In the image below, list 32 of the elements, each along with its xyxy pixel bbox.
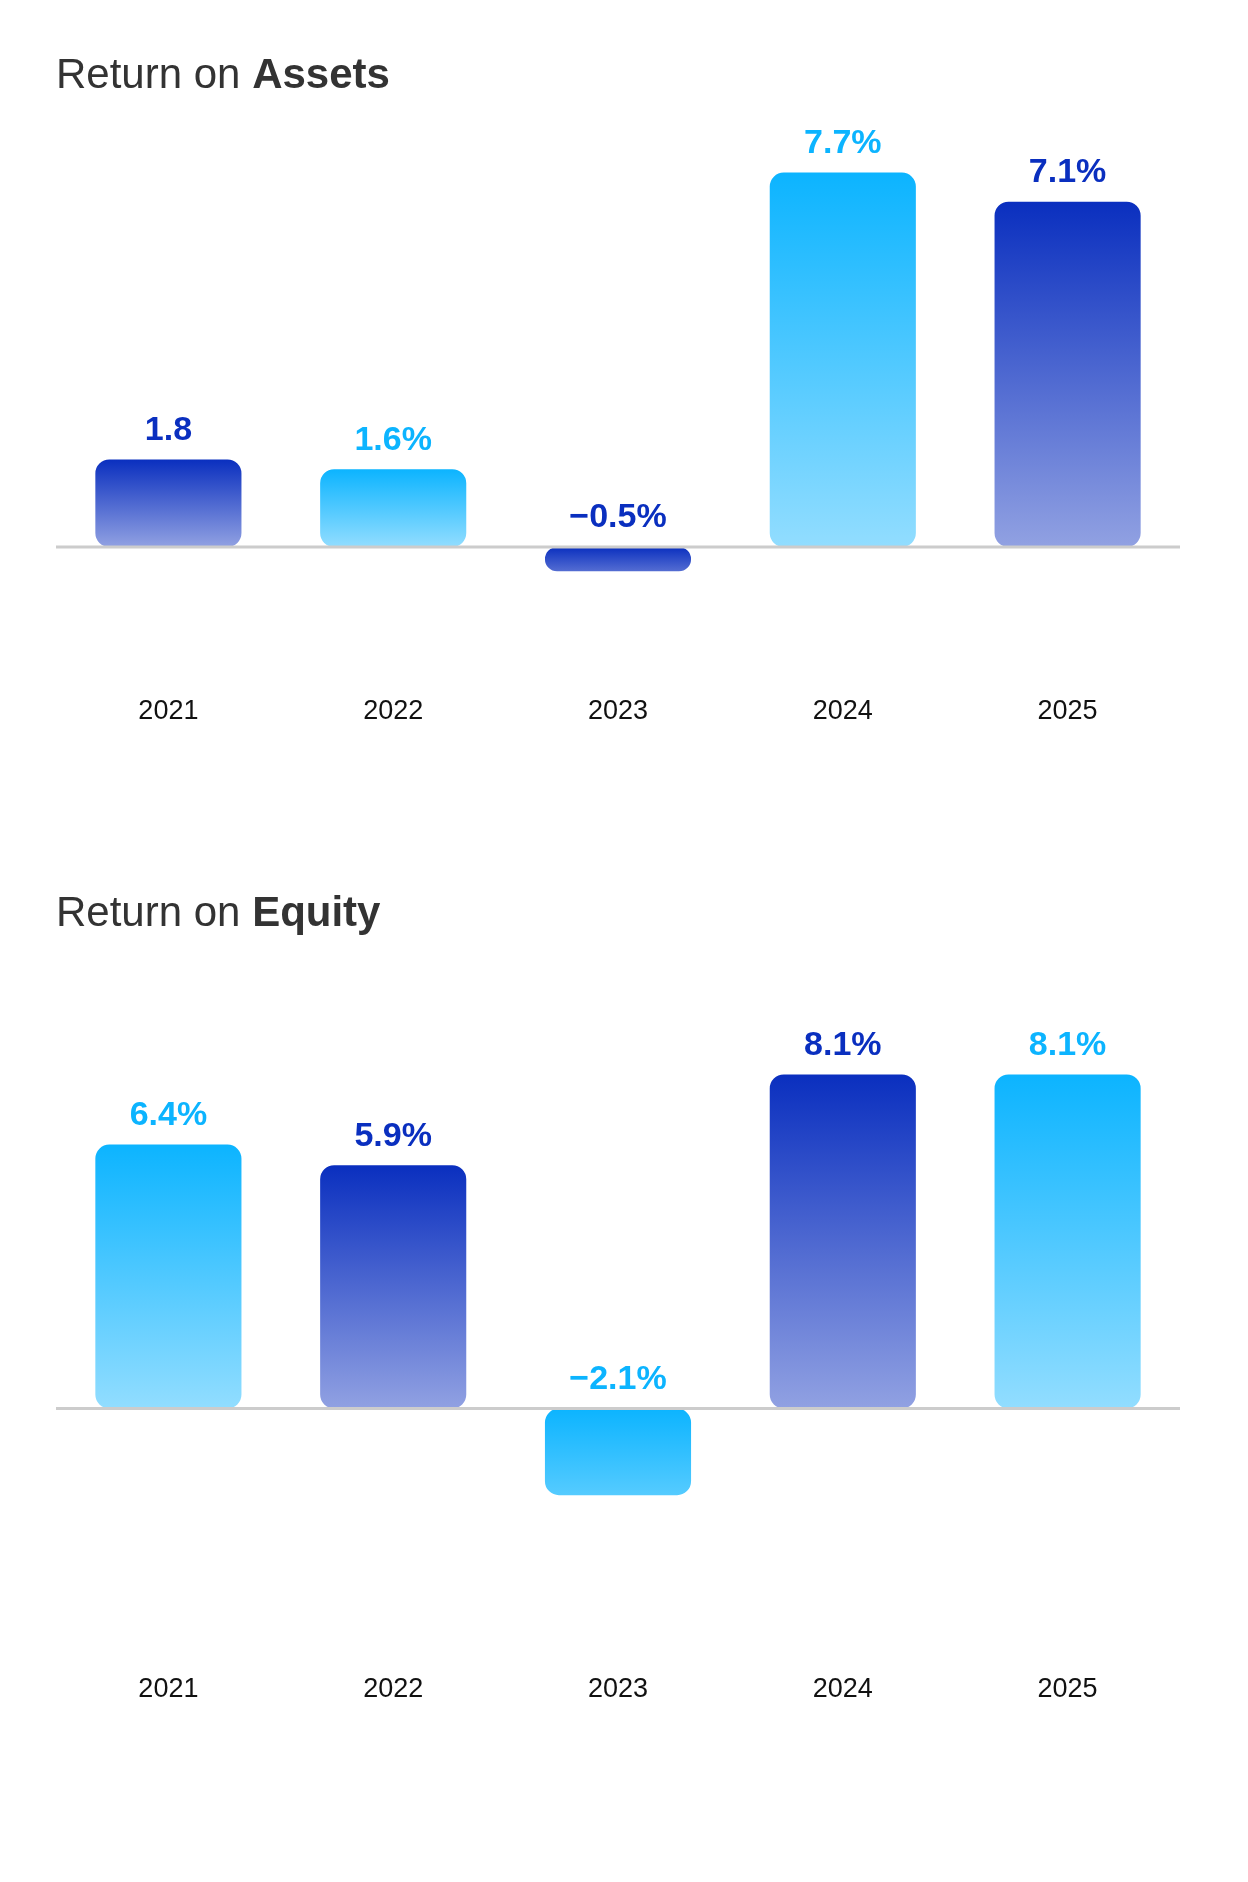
data-label: 6.4% — [129, 1093, 208, 1132]
bar — [994, 201, 1141, 547]
data-label: −0.5% — [569, 496, 667, 535]
x-tick-label: 2025 — [1037, 695, 1098, 726]
x-tick-label: 2024 — [812, 1673, 873, 1704]
x-tick-label: 2022 — [363, 695, 424, 726]
bar — [994, 1074, 1141, 1409]
x-tick-label: 2021 — [138, 695, 199, 726]
x-tick-label: 2025 — [1037, 1673, 1098, 1704]
x-tick-label: 2022 — [363, 1673, 424, 1704]
x-tick-label: 2023 — [587, 695, 649, 726]
bar — [320, 1165, 467, 1409]
data-label: −2.1% — [569, 1357, 667, 1396]
chart-title: Return on Equity — [55, 888, 382, 936]
data-label: 1.6% — [354, 418, 432, 457]
bar — [769, 1074, 916, 1409]
bar — [95, 459, 242, 547]
data-label: 8.1% — [1028, 1023, 1107, 1062]
data-label: 7.1% — [1028, 151, 1107, 190]
data-label: 5.9% — [354, 1114, 432, 1153]
bar — [95, 1144, 242, 1409]
bar — [544, 546, 692, 572]
data-label: 1.8 — [144, 408, 193, 447]
bar — [769, 172, 916, 547]
data-label: 8.1% — [804, 1023, 882, 1062]
x-tick-label: 2021 — [138, 1673, 199, 1704]
x-tick-label: 2024 — [812, 695, 873, 726]
bar — [544, 1408, 692, 1496]
chart-title: Return on Assets — [55, 50, 391, 98]
data-label: 7.7% — [804, 121, 882, 160]
bar — [320, 469, 467, 547]
x-tick-label: 2023 — [587, 1673, 649, 1704]
